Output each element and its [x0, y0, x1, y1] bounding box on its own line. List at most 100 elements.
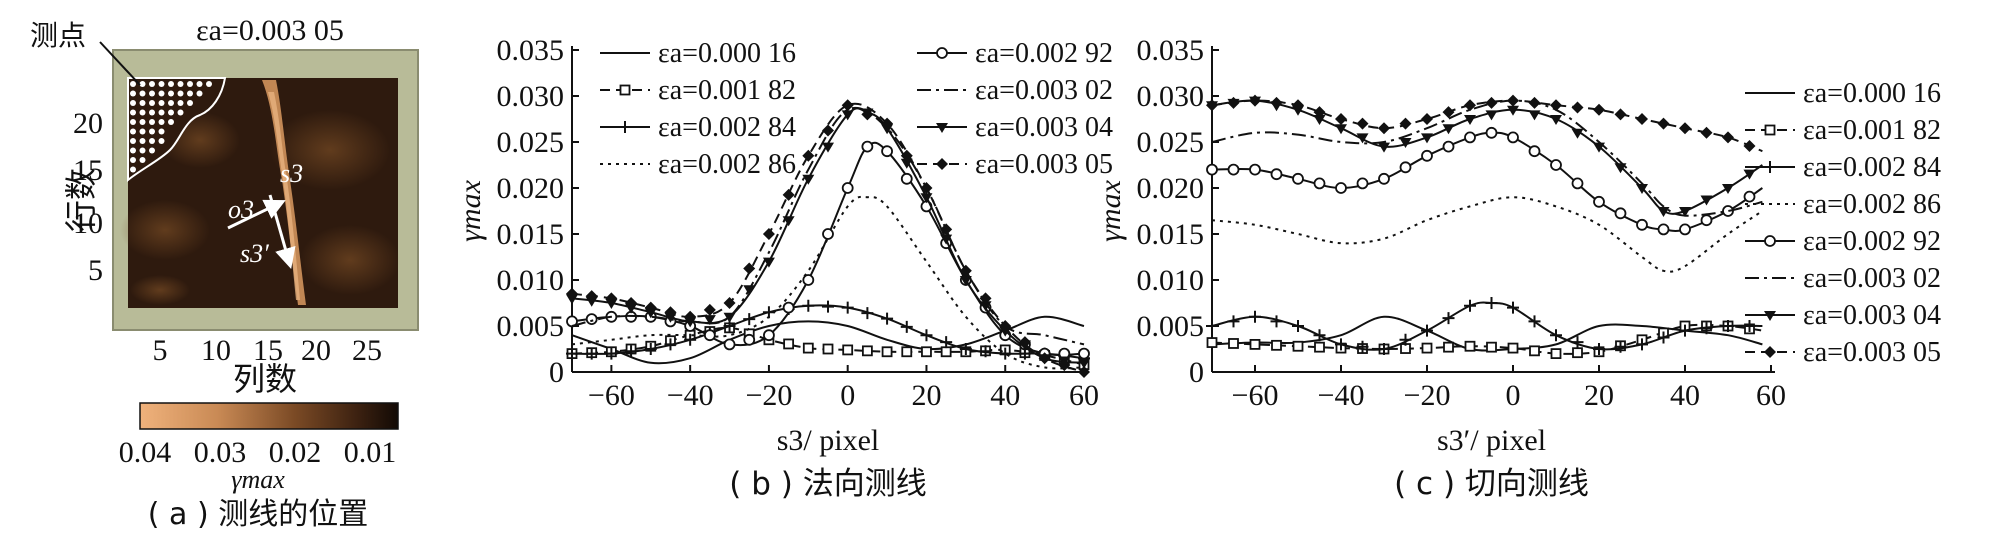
- legend-label: εa=0.003 05: [1803, 337, 1941, 368]
- data-point: [1249, 310, 1261, 323]
- data-point: [1335, 182, 1347, 194]
- y-tick-label: 0.035: [1137, 34, 1205, 67]
- data-point: [822, 228, 834, 240]
- y-axis-label: γmax: [454, 179, 487, 241]
- measure-point: [130, 138, 136, 144]
- panel-a-xtick: 5: [153, 334, 168, 367]
- data-point: [1507, 105, 1519, 116]
- data-point: [1399, 117, 1412, 130]
- data-point: [999, 347, 1012, 360]
- measure-point: [149, 100, 155, 106]
- data-point: [1292, 320, 1304, 332]
- legend-label: εa=0.003 04: [975, 112, 1113, 143]
- data-point: [1249, 163, 1261, 176]
- data-point: [1743, 169, 1756, 180]
- data-point: [782, 188, 795, 201]
- y-tick-label: 0: [1189, 356, 1204, 389]
- data-point: [900, 172, 913, 185]
- data-point: [625, 297, 638, 309]
- data-point: [979, 292, 992, 305]
- data-point: [921, 346, 932, 358]
- data-point: [1227, 315, 1240, 328]
- data-point: [1249, 94, 1261, 107]
- data-point: [1313, 177, 1326, 190]
- data-point: [1679, 223, 1691, 236]
- data-point: [1657, 223, 1670, 236]
- data-point: [1679, 122, 1691, 135]
- data-point: [842, 344, 854, 356]
- x-axis-label: s3/ pixel: [777, 424, 880, 457]
- data-point: [1764, 161, 1776, 173]
- data-point: [1421, 149, 1433, 162]
- data-point: [1743, 320, 1756, 332]
- data-point: [1485, 297, 1498, 309]
- x-tick-label: 60: [1069, 379, 1099, 412]
- panel-caption: ( c ) 切向测线: [1394, 466, 1589, 502]
- measure-point: [149, 138, 155, 144]
- data-point: [585, 313, 598, 326]
- measure-point: [158, 119, 165, 125]
- data-point: [1421, 342, 1433, 354]
- data-point: [841, 182, 854, 194]
- colorbar-tick: 0.03: [194, 436, 247, 469]
- data-point: [1486, 341, 1497, 353]
- data-point: [959, 343, 972, 355]
- data-point: [1743, 190, 1756, 203]
- y-tick-label: 0.005: [497, 310, 565, 343]
- panel-a: εa=0.003 05 测点 o3 s3 s3′ 行数 5 10 15: [30, 14, 419, 532]
- measure-point: [168, 119, 174, 125]
- data-point: [1464, 340, 1476, 352]
- data-point: [881, 346, 893, 358]
- data-point: [625, 345, 638, 358]
- data-point: [1399, 138, 1412, 148]
- legend-label: εa=0.000 16: [1803, 78, 1941, 109]
- colorbar-tick: 0.01: [344, 436, 397, 469]
- data-point: [723, 338, 736, 351]
- data-point: [1271, 339, 1282, 351]
- data-point: [743, 333, 756, 346]
- data-point: [1206, 337, 1218, 348]
- measure-point: [168, 109, 174, 116]
- data-point: [1442, 106, 1455, 119]
- measure-point: [149, 109, 155, 116]
- data-point: [1356, 340, 1369, 353]
- data-point: [1038, 352, 1051, 365]
- data-point: [1764, 235, 1776, 247]
- measure-point: [168, 90, 174, 97]
- data-point: [1227, 96, 1240, 109]
- measure-point: [206, 81, 212, 87]
- data-point: [841, 99, 854, 112]
- data-point: [743, 262, 756, 275]
- series-line: [571, 102, 1085, 373]
- panel-a-x-label: 列数: [233, 360, 297, 398]
- measure-point: [149, 147, 155, 154]
- data-point: [605, 347, 618, 360]
- measure-point: [196, 90, 203, 97]
- series-line: [571, 195, 1085, 370]
- x-tick-label: 20: [1584, 379, 1614, 412]
- data-point: [802, 299, 815, 312]
- data-point: [1356, 177, 1369, 190]
- legend-label: εa=0.003 02: [975, 75, 1113, 106]
- data-point: [1313, 106, 1326, 119]
- data-point: [802, 274, 815, 286]
- data-point: [1313, 329, 1326, 342]
- data-point: [1528, 110, 1541, 121]
- data-point: [1679, 207, 1691, 217]
- series-line: [1211, 99, 1763, 217]
- data-point: [1421, 324, 1433, 337]
- data-point: [1058, 359, 1071, 372]
- data-point: [1528, 315, 1541, 328]
- data-point: [979, 301, 992, 312]
- data-point: [1657, 207, 1670, 217]
- data-point: [1550, 329, 1562, 342]
- data-point: [822, 142, 834, 153]
- data-point: [1292, 172, 1304, 185]
- measure-point: [177, 100, 184, 106]
- data-point: [940, 223, 953, 236]
- data-point: [900, 158, 913, 169]
- data-point: [1572, 347, 1583, 359]
- data-point: [1399, 333, 1412, 346]
- s3prime-label: s3′: [240, 239, 269, 268]
- data-point: [1507, 131, 1519, 144]
